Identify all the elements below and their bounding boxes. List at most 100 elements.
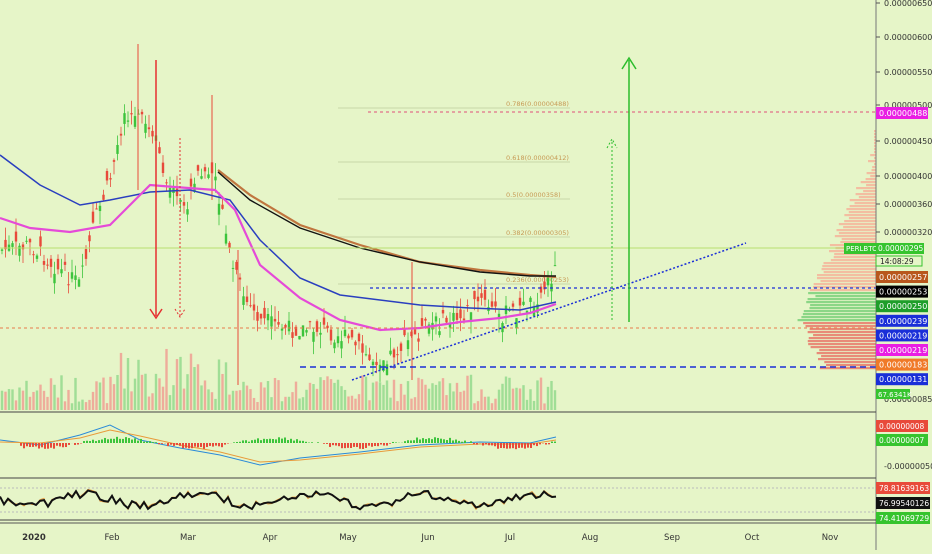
candle-body — [11, 243, 13, 247]
macd-histogram-bar — [206, 443, 208, 447]
volume-profile-bar — [811, 346, 876, 348]
macd-histogram-bar — [527, 443, 529, 448]
candle-body — [351, 330, 353, 337]
macd-histogram-bar — [227, 443, 229, 444]
candle-body — [302, 325, 304, 336]
volume-profile-bar — [820, 280, 876, 282]
volume-bar — [291, 392, 293, 410]
macd-histogram-bar — [476, 443, 478, 445]
price-label-text: 0.00000253 — [879, 288, 927, 297]
candle-body — [519, 298, 521, 306]
candle-body — [57, 259, 59, 269]
macd-histogram-bar — [269, 439, 271, 443]
volume-bar — [386, 380, 388, 410]
candle-body — [176, 189, 178, 196]
volume-profile-bar — [822, 268, 876, 270]
volume-profile-bar — [823, 262, 876, 264]
candle-body — [158, 147, 160, 153]
macd-histogram-bar — [434, 437, 436, 443]
x-tick-label: Jun — [420, 533, 434, 543]
x-tick-label: Nov — [822, 533, 839, 543]
moving-averages — [0, 155, 556, 510]
volume-label-text: 67.6341K — [878, 391, 912, 399]
volume-bars — [1, 130, 876, 410]
volume-profile-bar — [844, 214, 876, 216]
candle-body — [529, 298, 531, 302]
symbol-text: PERLBTC — [846, 245, 877, 253]
macd-histogram-bar — [389, 443, 391, 444]
macd-histogram-bar — [317, 442, 319, 443]
volume-profile-bar — [863, 190, 876, 192]
volume-bar — [1, 391, 3, 410]
candle-body — [130, 113, 132, 114]
volume-bar — [519, 388, 521, 410]
candle-body — [102, 195, 104, 200]
candle-body — [484, 290, 486, 300]
volume-bar — [351, 396, 353, 410]
volume-bar — [113, 384, 115, 410]
volume-bar — [43, 391, 45, 410]
macd-histogram-bar — [74, 443, 76, 445]
volume-bar — [127, 358, 129, 410]
candle-body — [200, 176, 202, 179]
price-label-text: 0.00000239 — [879, 317, 927, 326]
volume-bar — [456, 383, 458, 410]
macd-histogram-bar — [194, 443, 196, 447]
macd-histogram-bar — [59, 443, 61, 446]
volume-bar — [71, 403, 73, 410]
candle-body — [277, 322, 279, 325]
candle-body — [522, 302, 524, 305]
volume-bar — [179, 357, 181, 410]
macd-histogram-bar — [506, 443, 508, 449]
volume-profile-bar — [826, 364, 876, 366]
macd-histogram-bar — [275, 439, 277, 443]
macd-histogram-bar — [29, 443, 31, 447]
volume-bar — [137, 360, 139, 410]
macd-histogram-bar — [488, 443, 490, 445]
macd-histogram-bar — [107, 439, 109, 443]
volume-profile-bar — [850, 205, 876, 207]
candle-body — [417, 338, 419, 341]
volume-bar — [368, 400, 370, 410]
volume-bar — [232, 391, 234, 410]
candle-body — [141, 112, 143, 114]
volume-bar — [333, 383, 335, 410]
volume-bar — [330, 379, 332, 410]
volume-bar — [550, 381, 552, 410]
volume-bar — [225, 362, 227, 410]
volume-bar — [358, 394, 360, 410]
macd-histogram-bar — [77, 443, 79, 445]
macd-histogram-bar — [485, 443, 487, 444]
candle-body — [106, 171, 108, 180]
x-tick-label: Jul — [504, 533, 515, 543]
candle-body — [463, 319, 465, 321]
macd-histogram-bar — [215, 443, 217, 446]
macd-histogram-bar — [287, 440, 289, 443]
macd-histogram-bar — [464, 441, 466, 443]
volume-bar — [361, 375, 363, 410]
volume-profile-bar — [808, 298, 876, 300]
price-label-text: 0.00000219 — [879, 346, 927, 355]
candle-body — [263, 308, 265, 318]
candle-body — [225, 234, 227, 244]
candle-body — [316, 321, 318, 332]
volume-bar — [36, 390, 38, 410]
rsi-label-text: 76.99540126 — [879, 499, 929, 508]
macd-histogram-bar — [143, 442, 145, 443]
fib-label: 0.236(0.00000253) — [506, 276, 569, 284]
macd-histogram-bar — [470, 441, 472, 443]
volume-bar — [172, 385, 174, 410]
macd-histogram-bar — [356, 443, 358, 447]
candle-body — [39, 236, 41, 246]
volume-bar — [92, 392, 94, 410]
macd-histogram-bar — [260, 440, 262, 443]
macd-histogram-bar — [263, 439, 265, 443]
candle-body — [78, 279, 80, 286]
macd-histogram-bar — [140, 439, 142, 443]
candle-body — [442, 310, 444, 313]
volume-bar — [508, 378, 510, 410]
volume-bar — [344, 390, 346, 410]
volume-profile-bar — [824, 361, 876, 363]
macd-histogram-bar — [86, 441, 88, 443]
candle-body — [547, 277, 549, 285]
